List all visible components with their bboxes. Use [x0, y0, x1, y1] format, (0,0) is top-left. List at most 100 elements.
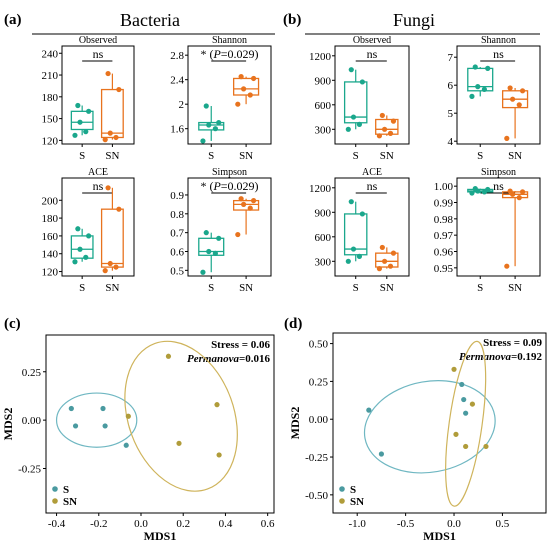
x-tick-label: S	[79, 282, 85, 294]
point-SN	[379, 112, 385, 119]
plot-frame	[61, 45, 135, 145]
point-S	[348, 199, 354, 205]
point-SN	[176, 440, 182, 446]
significance-label: ns	[367, 47, 378, 61]
plot-frame	[61, 177, 135, 277]
chart-a-observed: Observed 120 150 180 210 240 S SN ns	[42, 35, 135, 162]
y-tick-label: 0.25	[309, 376, 329, 388]
panel-title: Simpson	[481, 167, 516, 178]
point-S	[356, 121, 363, 127]
point-S	[86, 108, 92, 114]
point-S	[206, 122, 212, 128]
y-tick-label: 0.00	[309, 414, 329, 426]
chart-a-simpson: Simpson 0.5 0.6 0.7 0.8 0.9 S SN * (P=0.029)	[170, 167, 272, 294]
point-SN	[519, 88, 526, 94]
point-S	[472, 64, 478, 70]
y-tick-label: 300	[315, 256, 332, 268]
significance-label: ns	[493, 47, 504, 61]
significance-label: ns	[367, 179, 378, 193]
point-SN	[381, 126, 388, 132]
point-S	[356, 253, 363, 259]
point-S	[359, 211, 365, 217]
x-tick-label: -0.2	[90, 518, 107, 530]
panel-b-group-title: Fungi	[393, 10, 435, 30]
point-SN	[519, 189, 526, 195]
x-tick-label: SN	[380, 150, 394, 162]
x-tick-label: SN	[105, 150, 119, 162]
y-tick-label: 1.00	[434, 181, 454, 193]
point-SN	[107, 130, 113, 136]
panel-title: Shannon	[481, 35, 516, 46]
y-tick-label: -0.25	[18, 464, 41, 476]
x-tick-label: 0.5	[496, 518, 510, 530]
box-SN	[232, 77, 260, 96]
significance-label: * (P=0.029)	[200, 47, 258, 61]
y-tick-label: 0.00	[22, 415, 42, 427]
y-tick-label: 0.50	[309, 339, 329, 351]
point-S	[200, 269, 206, 275]
box-S	[343, 213, 368, 256]
panel-d-letter: (d)	[284, 316, 302, 332]
chart-b-simpson: Simpson 0.95 0.96 0.97 0.98 0.99 1.00 S SN ns	[434, 167, 541, 294]
point-S	[475, 84, 481, 90]
y-tick-label: 1200	[309, 51, 332, 63]
x-tick-label: SN	[380, 282, 394, 294]
point-S	[206, 248, 212, 255]
point-SN	[113, 134, 119, 141]
point-S	[350, 114, 357, 120]
plot-frame	[187, 45, 272, 145]
ellipse-SN	[124, 340, 238, 492]
point-SN	[516, 102, 522, 108]
box-S	[70, 235, 94, 259]
x-tick-label: SN	[239, 150, 253, 162]
point-SN	[390, 250, 397, 256]
point-SN	[238, 196, 244, 202]
x-tick-label: 0.0	[134, 518, 148, 530]
point-SN	[504, 135, 510, 141]
y-tick-label: 0.8	[170, 209, 184, 221]
plot-frame	[187, 177, 272, 277]
y-tick-label: 180	[42, 213, 59, 225]
plot-frame	[334, 177, 410, 277]
point-S	[75, 226, 81, 232]
panel-title: Observed	[353, 35, 391, 46]
box-S	[198, 237, 225, 256]
y-tick-label: 140	[42, 249, 59, 261]
box-S	[70, 110, 94, 131]
ellipse-SN	[445, 340, 487, 507]
chart-a-ace: ACE 120 140 160 180 200 S SN ns	[42, 167, 135, 294]
point-S	[359, 79, 365, 85]
plot-frame	[456, 45, 541, 145]
point-SN	[216, 452, 222, 458]
y-tick-label: 0.7	[170, 228, 184, 240]
panel-title: Shannon	[212, 35, 247, 46]
point-S	[345, 126, 351, 132]
chart-b-ace: ACE 300 600 900 1200 S SN ns	[309, 167, 410, 294]
panel-title: ACE	[88, 167, 108, 178]
chart-b-shannon: Shannon 4 5 6 7 S SN ns	[448, 35, 541, 162]
y-tick-label: -0.50	[305, 490, 328, 502]
significance-label: ns	[93, 179, 104, 193]
point-SN	[453, 431, 459, 437]
point-S	[203, 103, 209, 109]
stress-label: Stress = 0.06	[211, 339, 270, 351]
y-tick-label: 0.99	[434, 198, 454, 210]
point-S	[469, 190, 475, 196]
legend-marker-SN	[52, 498, 58, 504]
point-S	[461, 396, 467, 403]
permanova-label: Permanova=0.192	[459, 351, 542, 363]
point-SN	[376, 266, 382, 272]
point-S	[472, 186, 478, 192]
x-tick-label: S	[353, 150, 359, 162]
point-S	[72, 423, 79, 429]
y-tick-label: 2	[179, 99, 185, 111]
y-tick-label: 120	[42, 267, 59, 279]
point-SN	[235, 101, 241, 107]
x-tick-label: S	[477, 150, 483, 162]
point-SN	[387, 130, 394, 136]
point-S	[348, 67, 354, 73]
y-tick-label: 300	[315, 124, 332, 136]
point-SN	[451, 366, 457, 372]
box-SN	[100, 88, 124, 139]
